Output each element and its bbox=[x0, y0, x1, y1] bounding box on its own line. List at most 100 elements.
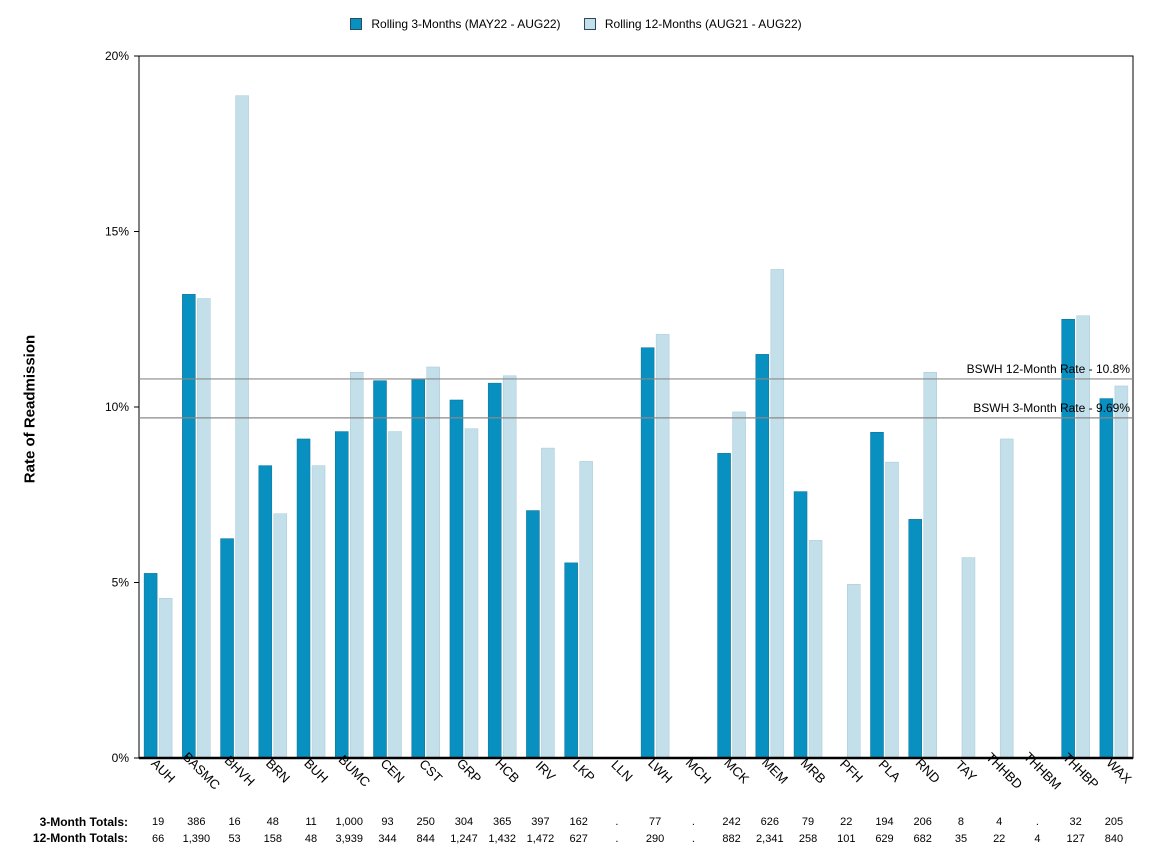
twelve-month-total-mem: 2,341 bbox=[756, 833, 784, 845]
twelve-month-total-lkp: 627 bbox=[569, 833, 587, 845]
legend: Rolling 3-Months (MAY22 - AUG22) Rolling… bbox=[0, 17, 1152, 33]
legend-item-12-month[interactable]: Rolling 12-Months (AUG21 - AUG22) bbox=[583, 17, 802, 31]
twelve-month-total-hcb: 1,432 bbox=[488, 833, 516, 845]
three-month-total-thhbp: 32 bbox=[1070, 816, 1082, 828]
three-month-total-bhvh: 16 bbox=[228, 816, 240, 828]
x-tick-label-mem: MEM bbox=[759, 755, 791, 787]
twelve-month-total-grp: 1,247 bbox=[450, 833, 478, 845]
bar-3-month-lwh bbox=[640, 347, 655, 759]
legend-label-12-month: Rolling 12-Months (AUG21 - AUG22) bbox=[604, 17, 802, 31]
twelve-month-total-thhbd: 22 bbox=[993, 833, 1005, 845]
three-month-total-bumc: 1,000 bbox=[336, 816, 364, 828]
x-tick-label-lwh: LWH bbox=[645, 756, 675, 786]
twelve-month-total-buh: 48 bbox=[305, 833, 317, 845]
three-month-total-lln: . bbox=[615, 816, 618, 828]
bar-3-month-buh bbox=[296, 438, 311, 759]
twelve-month-total-lwh: 290 bbox=[646, 833, 664, 845]
bar-12-month-rnd bbox=[923, 372, 937, 759]
x-tick-label-buh: BUH bbox=[301, 756, 331, 786]
x-tick-label-irv: IRV bbox=[533, 758, 559, 784]
x-tick-label-cen: CEN bbox=[378, 756, 408, 786]
twelve-month-total-pfh: 101 bbox=[837, 833, 855, 845]
twelve-month-total-mrb: 258 bbox=[799, 833, 817, 845]
bar-3-month-pla bbox=[870, 432, 884, 759]
twelve-month-total-wax: 840 bbox=[1105, 833, 1123, 845]
twelve-month-total-bumc: 3,939 bbox=[336, 833, 364, 845]
twelve-month-total-lln: . bbox=[615, 833, 618, 845]
legend-label-3-month: Rolling 3-Months (MAY22 - AUG22) bbox=[371, 17, 561, 31]
three-month-total-irv: 397 bbox=[531, 816, 549, 828]
three-month-total-hcb: 365 bbox=[493, 816, 511, 828]
bar-12-month-thhbp bbox=[1076, 315, 1090, 759]
bar-12-month-mem bbox=[770, 269, 785, 759]
bar-3-month-cst bbox=[411, 378, 425, 759]
bar-3-month-bumc bbox=[335, 431, 349, 759]
three-month-total-rnd: 206 bbox=[914, 816, 932, 828]
legend-item-3-month[interactable]: Rolling 3-Months (MAY22 - AUG22) bbox=[350, 17, 561, 31]
bar-12-month-hcb bbox=[502, 375, 517, 759]
three-month-totals-label: 3-Month Totals: bbox=[39, 815, 128, 829]
bar-3-month-bhvh bbox=[220, 538, 234, 759]
twelve-month-total-mck: 882 bbox=[722, 833, 740, 845]
three-month-total-brn: 48 bbox=[267, 816, 279, 828]
bar-12-month-brn bbox=[273, 513, 288, 759]
three-month-total-thhbd: 4 bbox=[996, 816, 1002, 828]
y-tick-label: 5% bbox=[112, 576, 130, 590]
bar-12-month-wax bbox=[1114, 385, 1129, 759]
y-tick-label: 10% bbox=[105, 400, 129, 414]
x-tick-label-hcb: HCB bbox=[492, 756, 522, 786]
bar-3-month-basmc bbox=[182, 294, 196, 759]
bar-12-month-buh bbox=[311, 465, 326, 759]
three-month-total-basmc: 386 bbox=[187, 816, 205, 828]
twelve-month-total-thhbm: 4 bbox=[1034, 833, 1040, 845]
y-tick-label: 15% bbox=[105, 225, 129, 239]
bar-3-month-wax bbox=[1099, 398, 1114, 759]
bar-3-month-mck bbox=[717, 453, 731, 759]
bar-3-month-hcb bbox=[487, 382, 502, 759]
three-month-total-mrb: 79 bbox=[802, 816, 814, 828]
bar-3-month-mrb bbox=[793, 491, 808, 759]
x-tick-label-grp: GRP bbox=[454, 756, 485, 787]
bar-3-month-mem bbox=[755, 354, 770, 759]
bar-12-month-mck bbox=[732, 411, 746, 759]
three-month-total-mem: 626 bbox=[761, 816, 779, 828]
three-month-total-wax: 205 bbox=[1105, 816, 1123, 828]
reference-label-12-month: BSWH 12-Month Rate - 10.8% bbox=[967, 362, 1131, 376]
x-tick-label-cst: CST bbox=[416, 756, 445, 785]
twelve-month-total-irv: 1,472 bbox=[527, 833, 555, 845]
x-tick-label-brn: BRN bbox=[263, 756, 293, 786]
three-month-total-cen: 93 bbox=[381, 816, 393, 828]
twelve-month-total-cst: 844 bbox=[417, 833, 435, 845]
legend-swatch-3-month bbox=[350, 18, 363, 30]
x-tick-label-rnd: RND bbox=[913, 756, 944, 787]
x-tick-label-lkp: LKP bbox=[570, 757, 598, 785]
bar-12-month-irv bbox=[541, 447, 555, 759]
reference-label-3-month: BSWH 3-Month Rate - 9.69% bbox=[973, 401, 1130, 415]
twelve-month-total-auh: 66 bbox=[152, 833, 164, 845]
x-tick-label-lln: LLN bbox=[608, 757, 635, 784]
x-tick-label-wax: WAX bbox=[1103, 755, 1134, 786]
bar-3-month-brn bbox=[258, 465, 273, 759]
bar-12-month-grp bbox=[464, 428, 479, 759]
x-tick-label-mrb: MRB bbox=[798, 755, 829, 786]
three-month-total-cst: 250 bbox=[417, 816, 435, 828]
three-month-total-mch: . bbox=[692, 816, 695, 828]
three-month-total-pfh: 22 bbox=[840, 816, 852, 828]
bar-12-month-lkp bbox=[579, 461, 593, 759]
three-month-total-lwh: 77 bbox=[649, 816, 661, 828]
legend-swatch-12-month bbox=[583, 18, 596, 30]
x-tick-label-auh: AUH bbox=[148, 756, 178, 786]
bar-12-month-auh bbox=[158, 598, 173, 759]
three-month-total-tay: 8 bbox=[958, 816, 964, 828]
bar-12-month-pfh bbox=[847, 584, 861, 759]
three-month-total-auh: 19 bbox=[152, 816, 164, 828]
x-tick-label-mch: MCH bbox=[683, 755, 715, 787]
bar-12-month-cen bbox=[388, 431, 402, 759]
bar-3-month-grp bbox=[449, 399, 464, 759]
bar-12-month-lwh bbox=[655, 334, 670, 759]
bar-12-month-cst bbox=[426, 366, 440, 759]
x-tick-label-pla: PLA bbox=[876, 757, 904, 785]
y-tick-label: 20% bbox=[105, 49, 129, 63]
twelve-month-total-bhvh: 53 bbox=[228, 833, 240, 845]
